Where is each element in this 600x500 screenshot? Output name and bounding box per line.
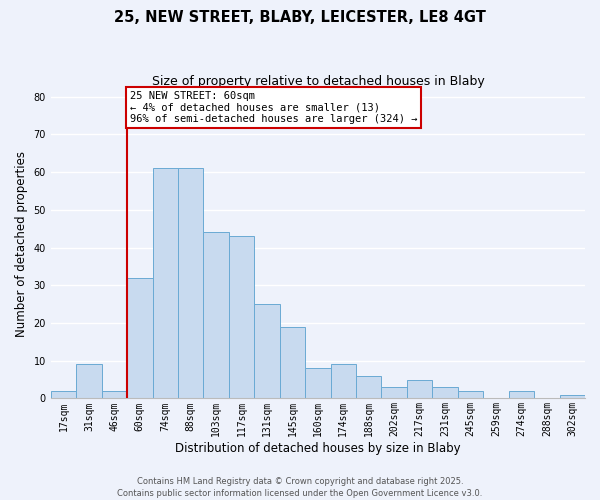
Text: Contains HM Land Registry data © Crown copyright and database right 2025.
Contai: Contains HM Land Registry data © Crown c… bbox=[118, 476, 482, 498]
Bar bbox=[356, 376, 382, 398]
Bar bbox=[76, 364, 101, 398]
Bar bbox=[382, 387, 407, 398]
Bar bbox=[280, 327, 305, 398]
Text: 25 NEW STREET: 60sqm
← 4% of detached houses are smaller (13)
96% of semi-detach: 25 NEW STREET: 60sqm ← 4% of detached ho… bbox=[130, 91, 417, 124]
Y-axis label: Number of detached properties: Number of detached properties bbox=[15, 151, 28, 337]
Bar bbox=[101, 391, 127, 398]
Bar bbox=[560, 394, 585, 398]
Bar bbox=[458, 391, 483, 398]
Bar bbox=[152, 168, 178, 398]
Bar bbox=[407, 380, 433, 398]
Bar bbox=[254, 304, 280, 398]
Bar bbox=[51, 391, 76, 398]
Title: Size of property relative to detached houses in Blaby: Size of property relative to detached ho… bbox=[152, 75, 484, 88]
Bar bbox=[509, 391, 534, 398]
Bar bbox=[331, 364, 356, 398]
Bar bbox=[433, 387, 458, 398]
Bar bbox=[305, 368, 331, 398]
Bar bbox=[127, 278, 152, 398]
X-axis label: Distribution of detached houses by size in Blaby: Distribution of detached houses by size … bbox=[175, 442, 461, 455]
Bar bbox=[203, 232, 229, 398]
Bar bbox=[229, 236, 254, 398]
Bar bbox=[178, 168, 203, 398]
Text: 25, NEW STREET, BLABY, LEICESTER, LE8 4GT: 25, NEW STREET, BLABY, LEICESTER, LE8 4G… bbox=[114, 10, 486, 25]
